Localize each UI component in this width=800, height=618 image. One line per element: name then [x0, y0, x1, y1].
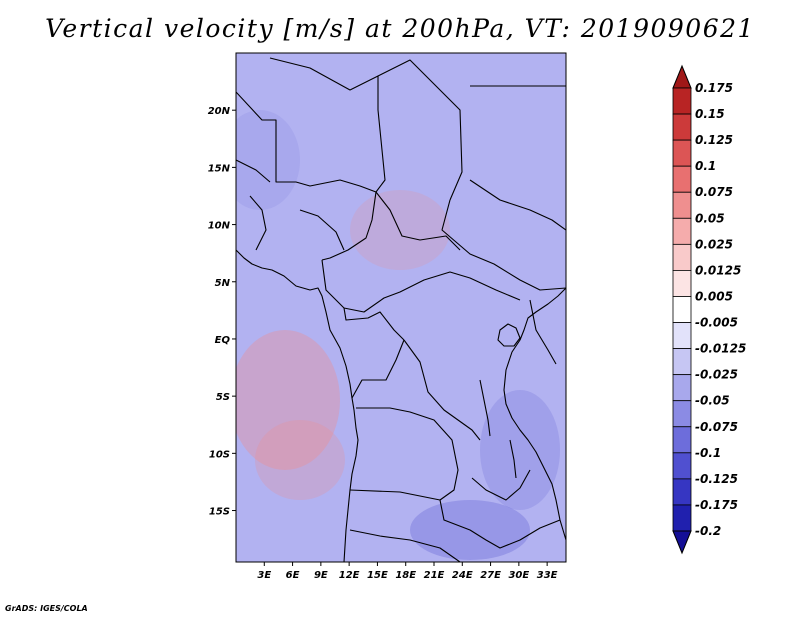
colorbar-label: 0.1 — [695, 159, 716, 173]
colorbar-label: 0.15 — [695, 107, 725, 121]
lon-label: 12E — [339, 570, 360, 581]
colorbar-segment — [672, 322, 692, 349]
colorbar-label: -0.175 — [695, 498, 738, 512]
lat-label: 10N — [208, 221, 231, 232]
colorbar-label: -0.1 — [695, 446, 721, 460]
grads-credit: GrADS: IGES/COLA — [5, 604, 88, 613]
lat-label: 10S — [209, 449, 230, 460]
lat-label: 5S — [216, 392, 230, 403]
colorbar-segment — [672, 139, 692, 167]
colorbar-label: 0.175 — [695, 81, 733, 95]
lat-label: 20N — [208, 106, 231, 117]
colorbar-label: 0.05 — [695, 211, 725, 225]
lon-label: 30E — [508, 570, 529, 581]
colorbar-segment — [672, 452, 692, 480]
colorbar-label: 0.005 — [695, 289, 733, 303]
colorbar-segment — [672, 243, 692, 271]
colorbar-top-arrow — [672, 64, 692, 89]
lon-label: 18E — [395, 570, 416, 581]
velocity-field — [236, 53, 566, 562]
lon-label: 21E — [424, 570, 445, 581]
chart-title: Vertical velocity [m/s] at 200hPa, VT: 2… — [45, 14, 755, 43]
lat-label: 15N — [208, 163, 231, 174]
lat-label: 15S — [209, 507, 230, 518]
colorbar-segment — [672, 113, 692, 141]
colorbar-segment — [672, 296, 692, 323]
colorbar-label: -0.2 — [695, 524, 721, 538]
colorbar-segment — [672, 400, 692, 428]
colorbar-bottom-arrow — [672, 530, 692, 555]
colorbar-label: -0.075 — [695, 420, 738, 434]
colorbar: 0.175 0.15 0.125 0.1 0.075 0.05 0.025 0.0125 0.0… — [672, 64, 746, 555]
colorbar-label: 0.025 — [695, 237, 733, 251]
lon-label: 15E — [367, 570, 388, 581]
colorbar-label: -0.0125 — [695, 342, 746, 356]
lon-label: 6E — [286, 570, 300, 581]
colorbar-segment — [672, 426, 692, 454]
colorbar-label: -0.025 — [695, 368, 738, 382]
colorbar-segment — [672, 270, 692, 297]
colorbar-label: -0.05 — [695, 394, 730, 408]
country-borders — [236, 57, 566, 562]
colorbar-segment — [672, 504, 692, 532]
colorbar-segment — [672, 191, 692, 219]
longitude-axis: 3E 6E 9E 12E 15E 18E 21E 24E 27E 30E 33E — [257, 562, 558, 581]
colorbar-segment — [672, 478, 692, 506]
colorbar-segment — [672, 217, 692, 245]
map-frame — [235, 52, 567, 563]
lon-label: 33E — [537, 570, 558, 581]
colorbar-label: -0.125 — [695, 472, 738, 486]
colorbar-label: 0.125 — [695, 133, 733, 147]
colorbar-segment — [672, 374, 692, 402]
lat-label: 5N — [215, 278, 231, 289]
lon-label: 24E — [452, 570, 473, 581]
colorbar-segment — [672, 165, 692, 193]
colorbar-label: -0.005 — [695, 316, 738, 330]
lon-label: 3E — [257, 570, 271, 581]
colorbar-segment — [672, 87, 692, 115]
lon-label: 27E — [480, 570, 501, 581]
lon-label: 9E — [314, 570, 328, 581]
latitude-axis: 20N 15N 10N 5N EQ 5S 10S 15S — [208, 106, 236, 518]
colorbar-segment — [672, 348, 692, 376]
colorbar-label: 0.075 — [695, 185, 733, 199]
colorbar-label: 0.0125 — [695, 263, 741, 277]
lat-label: EQ — [215, 335, 231, 346]
